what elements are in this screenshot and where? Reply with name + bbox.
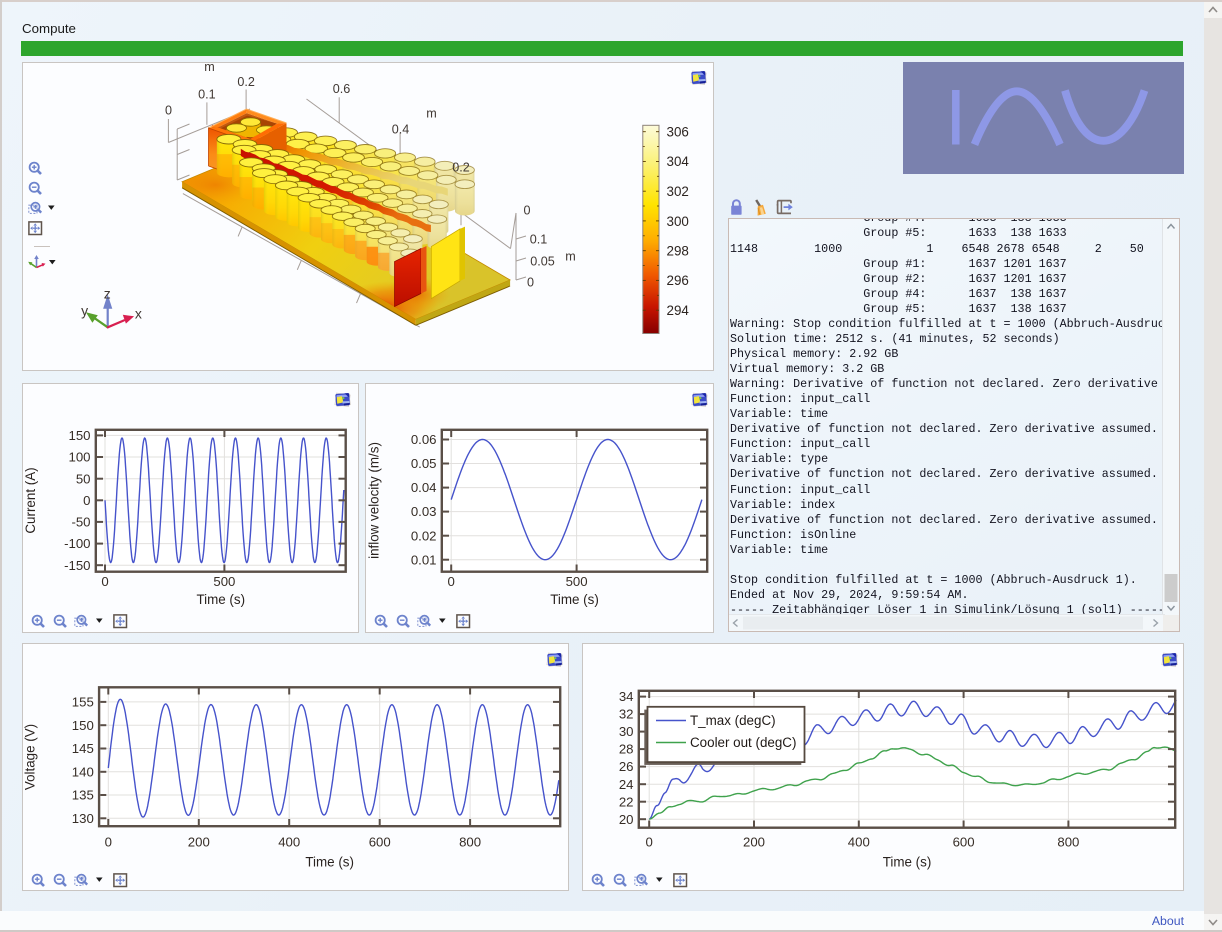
svg-text:294: 294 [666, 303, 689, 318]
svg-text:20: 20 [618, 811, 633, 826]
svg-text:155: 155 [71, 694, 93, 709]
svg-text:m: m [565, 250, 576, 264]
svg-text:600: 600 [368, 834, 390, 849]
svg-text:0.4: 0.4 [391, 123, 409, 137]
svg-text:0.03: 0.03 [410, 504, 436, 519]
svg-text:m: m [204, 62, 215, 74]
svg-text:22: 22 [618, 794, 633, 809]
svg-text:135: 135 [71, 787, 93, 802]
svg-text:Voltage (V): Voltage (V) [22, 723, 37, 789]
svg-text:-150: -150 [64, 558, 90, 573]
svg-text:800: 800 [1057, 834, 1079, 849]
svg-text:800: 800 [459, 834, 481, 849]
svg-text:0.05: 0.05 [530, 255, 555, 269]
svg-text:T_max (degC): T_max (degC) [690, 713, 776, 728]
svg-text:0: 0 [83, 493, 90, 508]
svg-text:50: 50 [75, 471, 90, 486]
svg-text:Current (A): Current (A) [23, 467, 38, 533]
svg-text:100: 100 [68, 450, 90, 465]
svg-text:298: 298 [666, 244, 688, 259]
svg-text:inflow velocity (m/s): inflow velocity (m/s) [366, 442, 381, 559]
svg-text:200: 200 [187, 834, 209, 849]
svg-text:140: 140 [71, 764, 93, 779]
svg-text:500: 500 [565, 574, 587, 589]
svg-text:296: 296 [666, 273, 688, 288]
svg-text:0: 0 [164, 104, 171, 118]
svg-text:0: 0 [526, 276, 533, 290]
svg-text:0.1: 0.1 [198, 88, 216, 102]
svg-text:0: 0 [447, 574, 454, 589]
svg-text:Cooler out (degC): Cooler out (degC) [690, 735, 796, 750]
svg-text:Time (s): Time (s) [305, 854, 354, 869]
svg-text:0.2: 0.2 [452, 161, 470, 175]
svg-text:600: 600 [952, 834, 974, 849]
svg-text:x: x [134, 306, 141, 322]
svg-text:0: 0 [645, 834, 652, 849]
svg-text:400: 400 [847, 834, 869, 849]
svg-text:0: 0 [523, 204, 530, 218]
svg-text:130: 130 [71, 810, 93, 825]
svg-text:302: 302 [666, 184, 688, 199]
svg-text:400: 400 [278, 834, 300, 849]
svg-text:32: 32 [618, 706, 633, 721]
svg-text:28: 28 [618, 741, 633, 756]
svg-text:0.05: 0.05 [410, 456, 436, 471]
svg-text:30: 30 [618, 724, 633, 739]
svg-text:0.2: 0.2 [237, 75, 255, 89]
svg-text:300: 300 [666, 214, 688, 229]
svg-text:Time (s): Time (s) [196, 592, 245, 607]
svg-text:200: 200 [742, 834, 764, 849]
svg-text:m: m [426, 107, 437, 121]
svg-text:0.6: 0.6 [332, 82, 350, 96]
svg-text:y: y [81, 302, 88, 318]
svg-text:Time (s): Time (s) [882, 854, 931, 869]
svg-text:24: 24 [618, 776, 633, 791]
svg-text:145: 145 [71, 741, 93, 756]
svg-text:0.1: 0.1 [529, 233, 547, 247]
svg-text:150: 150 [68, 428, 90, 443]
svg-text:0: 0 [104, 834, 111, 849]
svg-text:-100: -100 [64, 536, 90, 551]
svg-text:z: z [103, 286, 110, 302]
svg-text:306: 306 [666, 125, 688, 140]
svg-text:150: 150 [71, 717, 93, 732]
svg-text:304: 304 [666, 154, 689, 169]
svg-text:26: 26 [618, 759, 633, 774]
svg-text:0.02: 0.02 [410, 528, 436, 543]
svg-text:0: 0 [101, 574, 108, 589]
svg-text:-50: -50 [71, 515, 90, 530]
svg-text:Time (s): Time (s) [550, 592, 599, 607]
svg-text:0.01: 0.01 [410, 552, 436, 567]
svg-text:0.06: 0.06 [410, 432, 436, 447]
svg-text:0.04: 0.04 [410, 480, 436, 495]
svg-text:500: 500 [213, 574, 235, 589]
svg-text:34: 34 [618, 689, 633, 704]
